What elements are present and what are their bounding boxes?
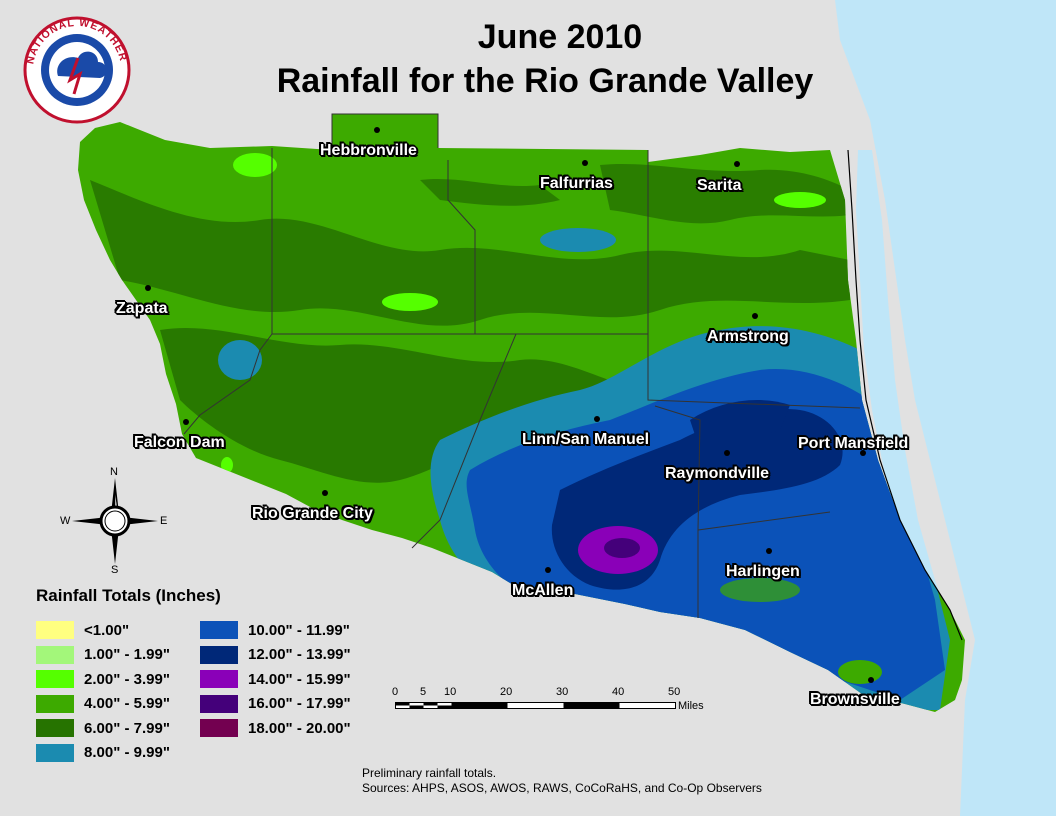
city-label-raymondville: Raymondville [665,465,770,482]
title-line-2: Rainfall for the Rio Grande Valley [276,62,814,100]
legend-swatch [200,719,238,737]
compass-n: N [110,466,118,478]
city-marker [868,677,874,683]
compass-s: S [111,564,119,576]
source-notes: Preliminary rainfall totals. Sources: AH… [362,766,762,796]
city-label-rio-grande-city: Rio Grande City [252,505,373,522]
legend-item: 14.00" - 15.99" [200,668,351,690]
note-line-2: Sources: AHPS, ASOS, AWOS, RAWS, CoCoRaH… [362,781,762,795]
city-marker [724,450,730,456]
city-marker [545,567,551,573]
legend-swatch [200,645,238,664]
legend-label: 6.00" - 7.99" [84,719,170,737]
legend-swatch [36,645,74,664]
legend-label: 16.00" - 17.99" [248,695,351,712]
city-marker [594,416,600,422]
legend-swatch [36,694,74,713]
legend-item: 6.00" - 7.99" [36,717,170,739]
legend-swatch [36,621,74,639]
legend-label: 8.00" - 9.99" [84,744,170,761]
county-lines [183,113,861,618]
city-label-hebbronville: Hebbronville [320,142,417,159]
city-label-mcallen: McAllen [512,582,574,599]
legend-swatch [36,719,74,737]
nws-logo: NATIONAL WEATHER SERVICE [14,5,136,126]
laguna-madre [856,150,952,660]
city-label-harlingen: Harlingen [726,563,800,580]
legend-item: <1.00" [36,619,129,641]
legend-swatch [200,670,238,688]
title-line-1: June 2010 [477,18,643,56]
city-marker [322,490,328,496]
legend-item: 1.00" - 1.99" [36,644,170,666]
legend-swatch [36,743,74,762]
city-label-brownsville: Brownsville [810,691,900,708]
city-label-linn-san-manuel: Linn/San Manuel [522,431,650,448]
scale-tick: 40 [612,686,625,698]
legend-label: 4.00" - 5.99" [84,695,170,712]
city-label-sarita: Sarita [697,177,742,194]
legend-item: 12.00" - 13.99" [200,644,351,666]
scale-tick: 50 [668,686,681,698]
scale-tick: 5 [420,686,427,698]
legend-label: 14.00" - 15.99" [248,670,351,688]
city-marker [183,419,189,425]
legend-item: 2.00" - 3.99" [36,668,170,690]
note-line-1: Preliminary rainfall totals. [362,766,497,780]
legend-label: 2.00" - 3.99" [84,670,170,688]
legend-swatch [36,670,74,688]
city-label-falcon-dam: Falcon Dam [134,434,225,451]
legend-label: 1.00" - 1.99" [84,646,170,663]
legend-item: 16.00" - 17.99" [200,693,351,715]
legend-label: <1.00" [84,621,130,639]
legend-item: 10.00" - 11.99" [200,619,350,641]
compass-rose: N S W E [60,466,170,576]
compass-w: W [60,515,71,527]
legend-item: 4.00" - 5.99" [36,693,170,715]
legend-label: 10.00" - 11.99" [248,621,350,639]
legend-item: 8.00" - 9.99" [36,742,170,764]
scale-tick: 20 [500,686,513,698]
gulf-water [835,0,1056,816]
city-marker [145,285,151,291]
city-marker [752,313,758,319]
city-label-port-mansfield: Port Mansfield [798,435,909,452]
city-marker [374,127,380,133]
legend-label: 18.00" - 20.00" [248,719,351,737]
scale-bar: 0 5 10 20 30 40 50 Miles [390,684,720,714]
city-label-falfurrias: Falfurrias [540,175,613,192]
city-marker [860,450,866,456]
scale-tick: 0 [392,686,399,698]
legend-swatch [200,694,238,713]
scale-tick: 10 [444,686,457,698]
city-marker [734,161,740,167]
city-label-armstrong: Armstrong [707,328,789,345]
legend-label: 12.00" - 13.99" [248,646,351,663]
city-label-zapata: Zapata [116,300,168,317]
compass-e: E [160,515,168,527]
scale-unit: Miles [678,700,704,712]
legend-item: 18.00" - 20.00" [200,717,351,739]
legend-title: Rainfall Totals (Inches) [36,586,221,605]
city-marker [766,548,772,554]
legend-swatch [200,621,238,639]
city-marker [582,160,588,166]
scale-tick: 30 [556,686,569,698]
compass-icon [72,478,158,564]
coastline [847,149,963,641]
